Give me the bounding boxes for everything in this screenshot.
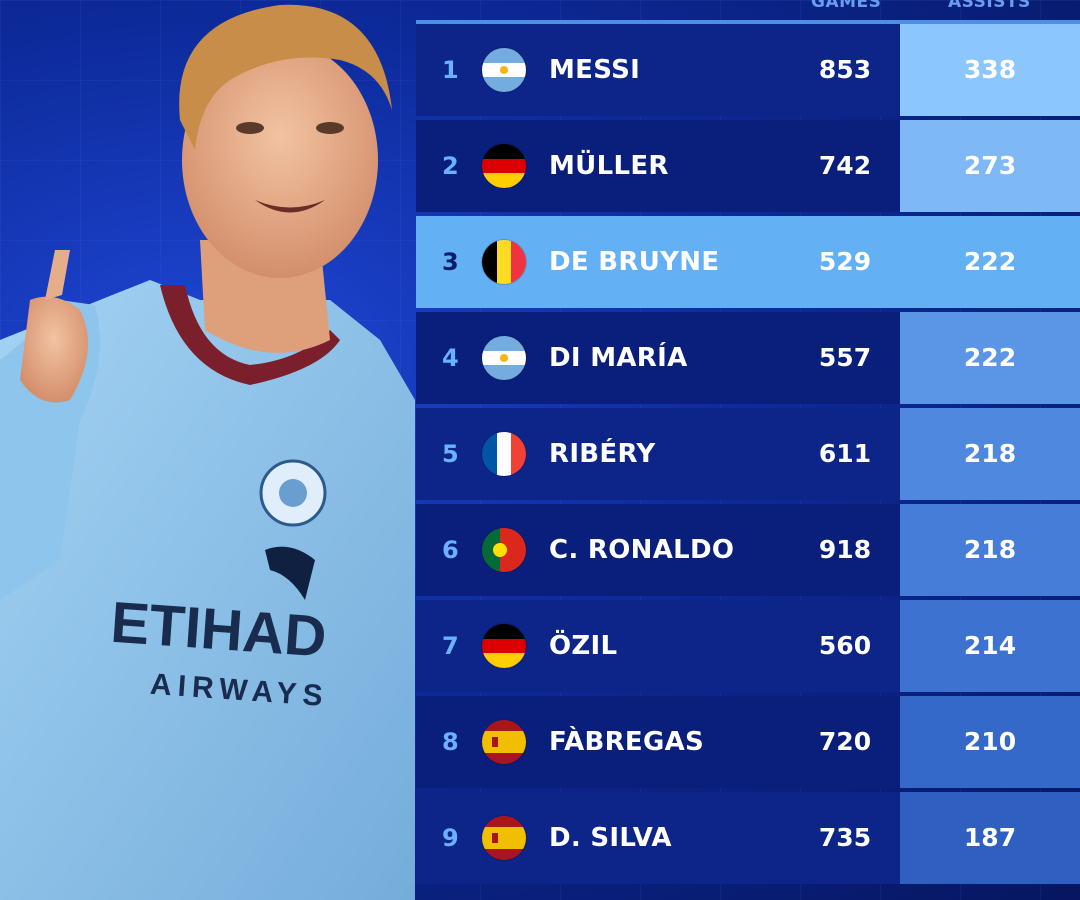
germany-flag-icon	[482, 624, 526, 668]
spain-flag-icon	[482, 720, 526, 764]
assists-value: 338	[963, 55, 1017, 84]
rank-number: 9	[442, 824, 459, 852]
rank-number: 2	[442, 152, 459, 180]
france-flag-icon	[482, 432, 526, 476]
row-main-cell: 3 DE BRUYNE 529	[416, 216, 900, 308]
assists-cell: 222	[900, 216, 1080, 308]
assists-value: 222	[963, 343, 1017, 372]
row-main-cell: 8 FÀBREGAS 720	[416, 696, 900, 788]
row-main-cell: 1 MESSI 853	[416, 24, 900, 116]
assists-cell: 210	[900, 696, 1080, 788]
assists-cell: 273	[900, 120, 1080, 212]
rank-number: 5	[442, 440, 459, 468]
germany-flag-icon	[482, 144, 526, 188]
games-value: 918	[818, 535, 872, 564]
assists-value: 273	[963, 151, 1017, 180]
table-row: 9 D. SILVA 735 187	[416, 792, 1080, 884]
player-name: MÜLLER	[549, 151, 669, 181]
assists-value: 187	[963, 823, 1017, 852]
rank-number: 1	[442, 56, 459, 84]
player-name: DI MARÍA	[549, 343, 688, 373]
row-main-cell: 4 DI MARÍA 557	[416, 312, 900, 404]
games-value: 720	[818, 727, 872, 756]
games-value: 853	[818, 55, 872, 84]
table-row: 2 MÜLLER 742 273	[416, 120, 1080, 212]
table-row: 7 ÖZIL 560 214	[416, 600, 1080, 692]
games-column-header: GAMES	[811, 0, 882, 12]
assists-value: 210	[963, 727, 1017, 756]
argentina-flag-icon	[482, 48, 526, 92]
rank-number: 4	[442, 344, 459, 372]
assists-column-header: ASSISTS	[948, 0, 1031, 12]
assists-cell: 218	[900, 408, 1080, 500]
assists-value: 218	[963, 439, 1017, 468]
row-main-cell: 6 C. RONALDO 918	[416, 504, 900, 596]
player-name: D. SILVA	[549, 823, 672, 853]
assists-value: 218	[963, 535, 1017, 564]
belgium-flag-icon	[482, 240, 526, 284]
portugal-flag-icon	[482, 528, 526, 572]
assists-cell: 218	[900, 504, 1080, 596]
row-main-cell: 9 D. SILVA 735	[416, 792, 900, 884]
games-value: 529	[818, 247, 872, 276]
rank-number: 7	[442, 632, 459, 660]
player-name: DE BRUYNE	[549, 247, 720, 277]
games-value: 742	[818, 151, 872, 180]
assists-cell: 187	[900, 792, 1080, 884]
player-name: FÀBREGAS	[549, 727, 705, 757]
row-main-cell: 5 RIBÉRY 611	[416, 408, 900, 500]
assists-cell: 222	[900, 312, 1080, 404]
row-main-cell: 7 ÖZIL 560	[416, 600, 900, 692]
games-value: 557	[818, 343, 872, 372]
header-divider	[416, 20, 1080, 24]
svg-text:ETIHAD: ETIHAD	[109, 590, 329, 670]
games-value: 735	[818, 823, 872, 852]
table-row: 6 C. RONALDO 918 218	[416, 504, 1080, 596]
assists-value: 222	[963, 247, 1017, 276]
player-name: ÖZIL	[549, 631, 618, 661]
assists-cell: 214	[900, 600, 1080, 692]
spain-flag-icon	[482, 816, 526, 860]
table-row: 5 RIBÉRY 611 218	[416, 408, 1080, 500]
table-row: 4 DI MARÍA 557 222	[416, 312, 1080, 404]
games-value: 611	[818, 439, 872, 468]
player-name: C. RONALDO	[549, 535, 735, 565]
player-photo: ETIHAD AIRWAYS	[0, 4, 415, 900]
player-name: MESSI	[549, 55, 641, 85]
row-main-cell: 2 MÜLLER 742	[416, 120, 900, 212]
table-row: 1 MESSI 853 338	[416, 24, 1080, 116]
argentina-flag-icon	[482, 336, 526, 380]
player-name: RIBÉRY	[549, 439, 656, 469]
rank-number: 3	[442, 248, 459, 276]
games-value: 560	[818, 631, 872, 660]
table-row: 3 DE BRUYNE 529 222	[416, 216, 1080, 308]
table-row: 8 FÀBREGAS 720 210	[416, 696, 1080, 788]
assists-value: 214	[963, 631, 1017, 660]
assists-cell: 338	[900, 24, 1080, 116]
rank-number: 6	[442, 536, 459, 564]
rank-number: 8	[442, 728, 459, 756]
